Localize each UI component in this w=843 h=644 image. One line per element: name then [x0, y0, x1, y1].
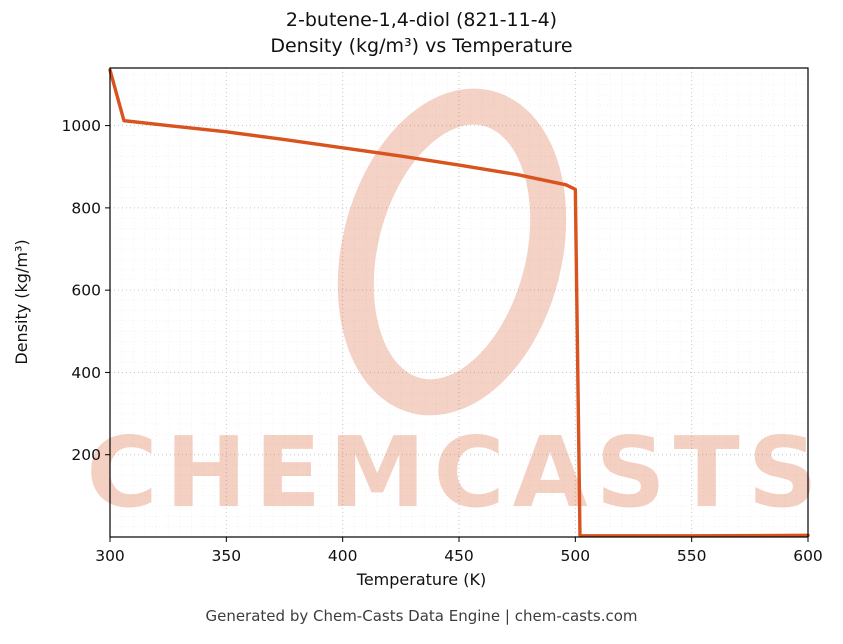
y-tick-label: 1000 — [62, 117, 101, 135]
watermark-ring-logo-icon — [337, 88, 567, 416]
y-axis-label: Density (kg/m³) — [12, 239, 31, 365]
chart-title-block: 2-butene-1,4-diol (821-11-4) Density (kg… — [0, 8, 843, 59]
footer-text: Generated by Chem-Casts Data Engine | ch… — [205, 607, 638, 625]
chart-title: 2-butene-1,4-diol (821-11-4) — [285, 9, 558, 31]
watermark-text: CHEMCASTS — [86, 416, 825, 529]
x-tick-label: 350 — [212, 547, 242, 565]
x-tick-label: 600 — [793, 547, 823, 565]
x-tick-label: 400 — [328, 547, 358, 565]
y-tick-label: 600 — [71, 282, 101, 300]
density-line-series — [108, 68, 810, 538]
x-tick-label: 550 — [677, 547, 707, 565]
x-tick-label: 450 — [444, 547, 474, 565]
x-tick-label: 300 — [95, 547, 125, 565]
y-tick-label: 200 — [71, 446, 101, 464]
x-axis-label: Temperature (K) — [356, 570, 487, 589]
y-tick-label: 400 — [71, 364, 101, 382]
chart-subtitle: Density (kg/m³) vs Temperature — [270, 34, 573, 57]
y-tick-label: 800 — [71, 199, 101, 217]
x-tick-label: 500 — [561, 547, 591, 565]
